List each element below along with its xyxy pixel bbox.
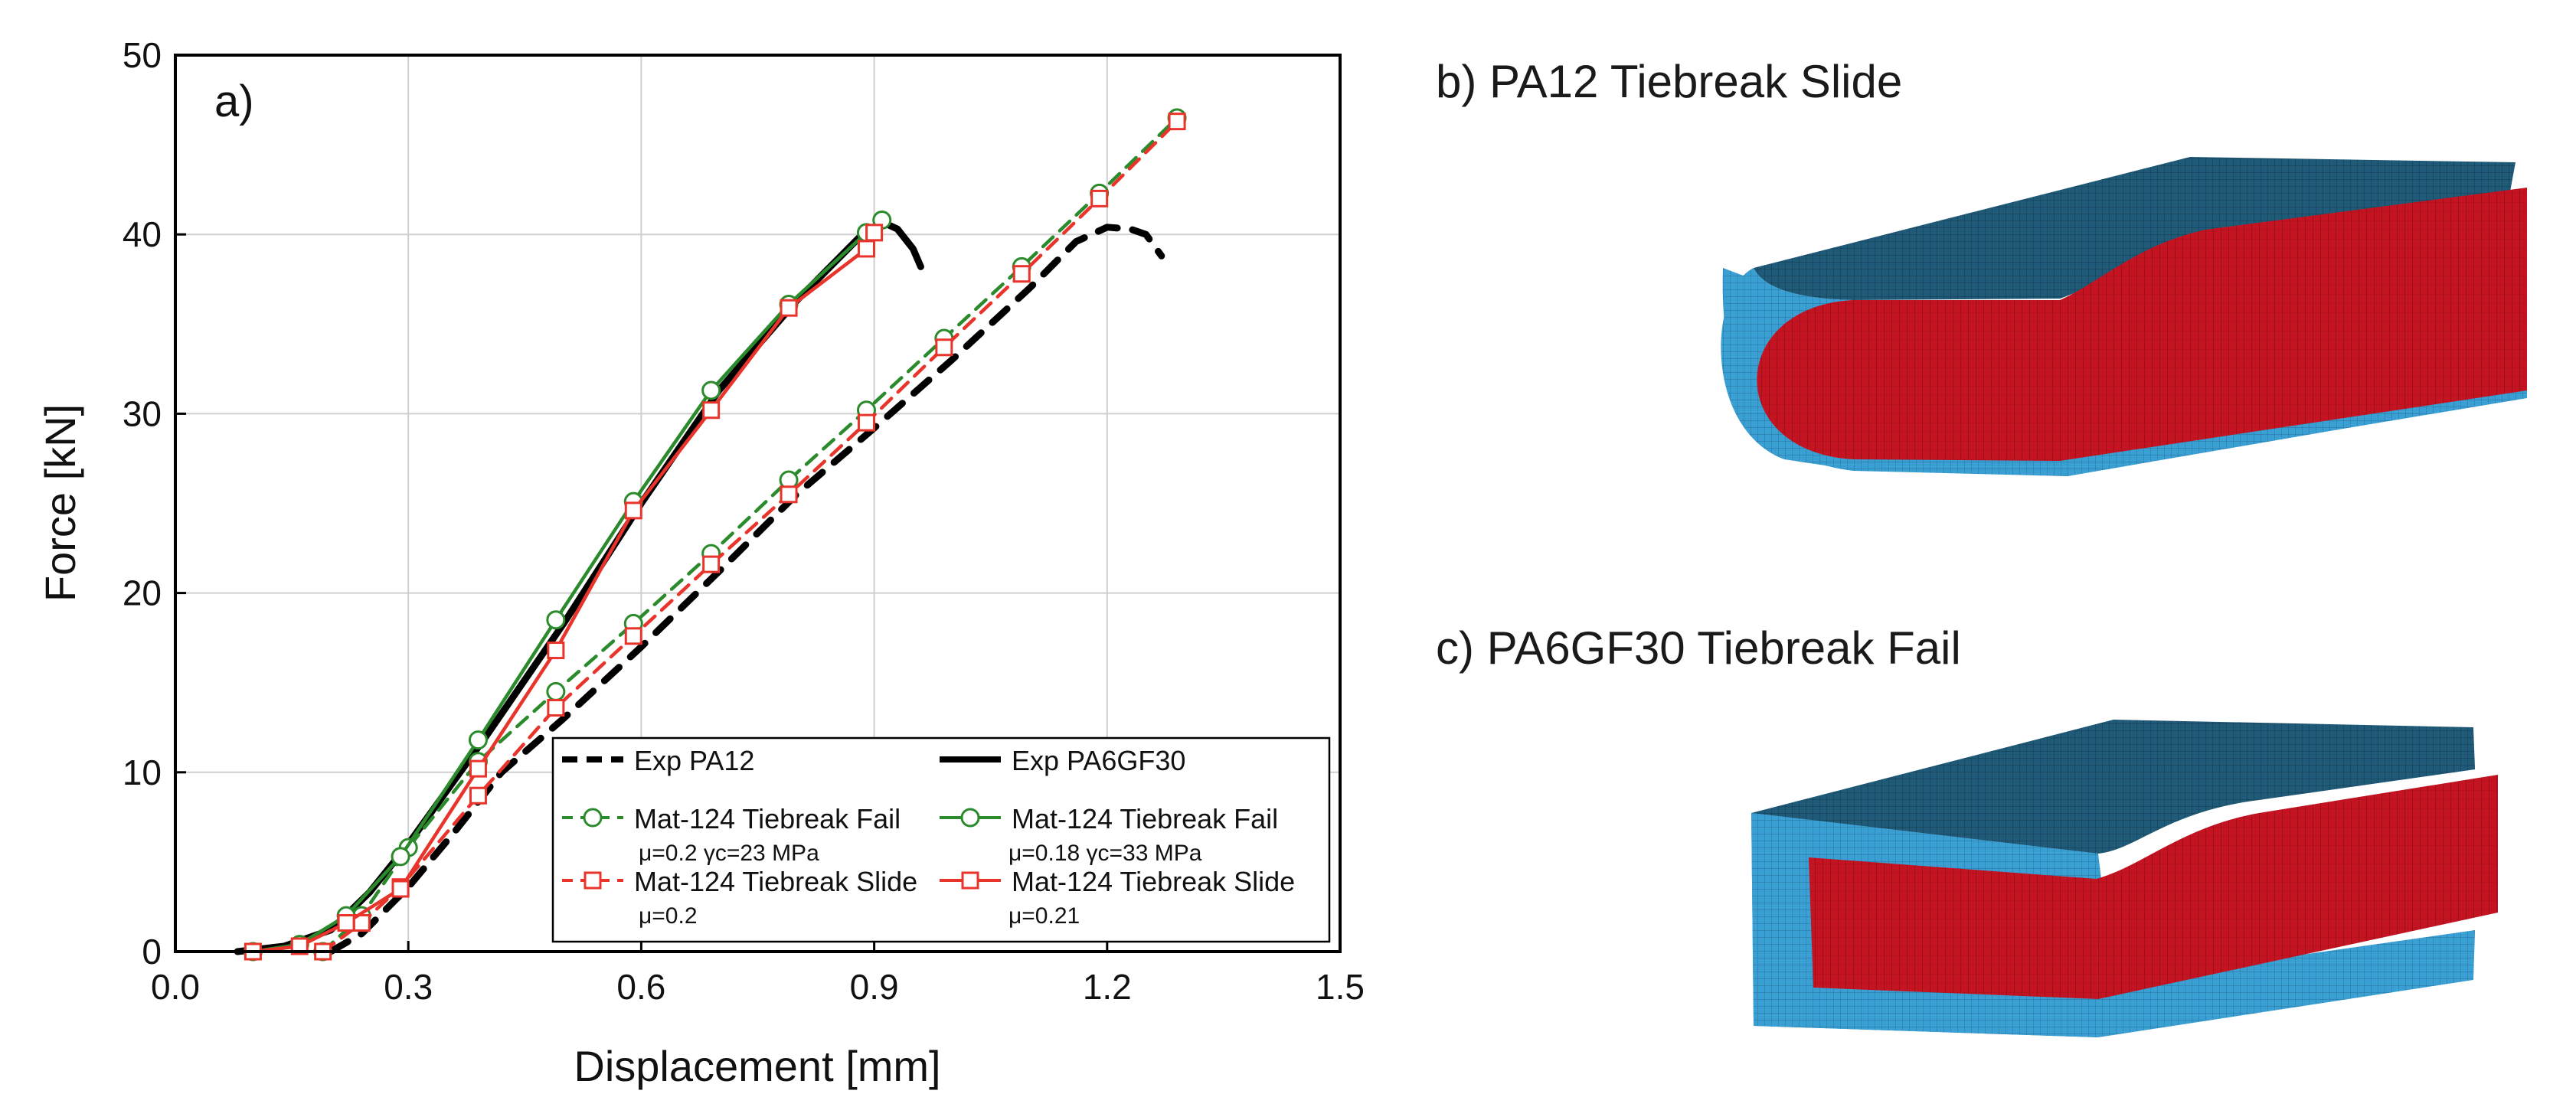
y-tick-label: 10 <box>123 753 162 792</box>
square-marker <box>780 485 798 504</box>
circle-marker <box>468 730 488 750</box>
square-marker <box>857 240 875 258</box>
square-marker <box>469 759 487 778</box>
core-side-b <box>2060 188 2527 461</box>
legend-entry-3: Mat-124 Tiebreak Fail μ=0.2 γc=23 MPa <box>562 803 901 866</box>
legend-entry-2: Exp PA6GF30 <box>940 745 1185 776</box>
square-marker <box>547 642 565 660</box>
square-marker <box>702 555 721 573</box>
legend: Exp PA12 Exp PA6GF30 Mat-124 Tiebreak Fail… <box>551 736 1331 943</box>
mesh-render-pa12 <box>1721 157 2527 476</box>
y-tick-label: 40 <box>123 214 162 254</box>
core-end-b <box>1757 300 2060 461</box>
series-6 <box>244 224 884 961</box>
legend-sublabel: μ=0.2 <box>639 903 698 929</box>
circle-marker <box>960 808 980 828</box>
x-tick-label: 0.6 <box>616 967 665 1007</box>
square-marker <box>935 338 953 357</box>
circle-marker <box>546 681 566 701</box>
x-tick-label: 1.2 <box>1083 967 1132 1007</box>
legend-entry-4: Mat-124 Tiebreak Fail μ=0.18 γc=33 MPa <box>940 803 1278 866</box>
square-marker <box>1090 189 1109 207</box>
panel-b-title: b) PA12 Tiebreak Slide <box>1436 56 1903 107</box>
shell-top-c <box>1751 720 2475 854</box>
square-marker <box>857 413 875 432</box>
legend-sublabel: μ=0.2 γc=23 MPa <box>639 841 819 866</box>
legend-label: Mat-124 Tiebreak Fail <box>634 803 901 834</box>
y-tick-label: 30 <box>123 393 162 433</box>
circle-marker <box>546 610 566 630</box>
x-axis-label: Displacement [mm] <box>574 1042 940 1090</box>
panel-label: a) <box>214 77 254 126</box>
circle-marker <box>583 808 603 828</box>
legend-label: Mat-124 Tiebreak Slide <box>1012 866 1295 897</box>
legend-label: Mat-124 Tiebreak Fail <box>1012 803 1278 834</box>
shell-top-b <box>1754 157 2516 300</box>
square-marker <box>961 871 979 890</box>
circle-marker <box>701 380 721 400</box>
square-marker <box>624 627 642 645</box>
square-marker <box>702 401 721 420</box>
square-marker <box>391 880 410 898</box>
square-marker <box>547 698 565 717</box>
square-marker <box>337 914 355 932</box>
core-front-c <box>1809 857 2098 999</box>
legend-entry-5: Mat-124 Tiebreak Slide μ=0.2 <box>562 866 917 929</box>
legend-sublabel: μ=0.18 γc=33 MPa <box>1008 841 1202 866</box>
legend-entry-1: Exp PA12 <box>562 745 754 776</box>
x-tick-label: 0.3 <box>384 967 433 1007</box>
square-marker <box>1168 113 1186 131</box>
y-axis-label: Force [kN] <box>36 404 84 602</box>
square-marker <box>290 937 309 955</box>
legend-label: Exp PA12 <box>634 745 754 776</box>
y-tick-label: 0 <box>142 932 162 971</box>
core-side-c <box>2097 775 2498 999</box>
legend-sublabel: μ=0.21 <box>1008 903 1080 929</box>
legend-box <box>551 736 1331 943</box>
square-marker <box>865 224 884 242</box>
square-marker <box>1012 265 1031 283</box>
square-marker <box>469 786 487 805</box>
legend-entry-6: Mat-124 Tiebreak Slide μ=0.21 <box>940 866 1295 929</box>
x-tick-label: 0.0 <box>151 967 200 1007</box>
mesh-render-pa6gf30 <box>1751 720 2498 1037</box>
y-tick-label: 50 <box>123 35 162 75</box>
panel-c-title: c) PA6GF30 Tiebreak Fail <box>1436 622 1961 674</box>
x-tick-label: 0.9 <box>850 967 899 1007</box>
plot-frame <box>174 54 1342 953</box>
legend-label: Exp PA6GF30 <box>1012 745 1185 776</box>
square-marker <box>780 299 798 317</box>
y-tick-label: 20 <box>123 573 162 613</box>
circle-marker <box>391 847 410 867</box>
square-marker <box>624 501 642 520</box>
legend-label: Mat-124 Tiebreak Slide <box>634 866 917 897</box>
x-tick-label: 1.5 <box>1316 967 1365 1007</box>
square-marker <box>584 871 602 890</box>
